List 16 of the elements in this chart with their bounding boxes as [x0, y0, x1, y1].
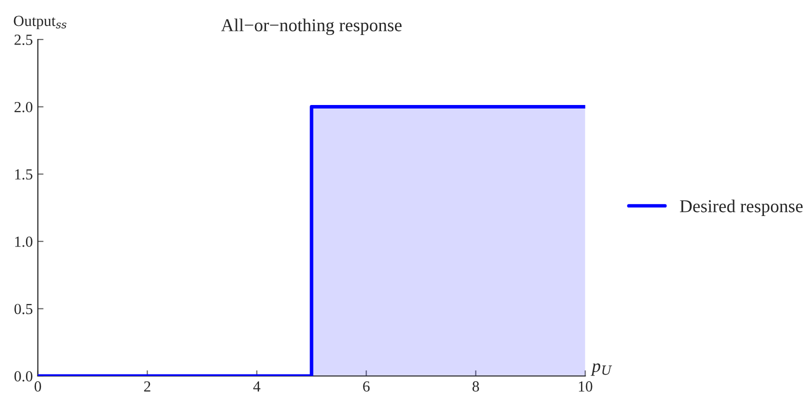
y-tick-label: 0.5: [14, 304, 32, 314]
x-axis-title: p$_{U}$: [590, 363, 612, 376]
x-tick-label: 10: [578, 381, 592, 392]
x-tick-label: 8: [472, 381, 479, 392]
legend-label: Desired response: [680, 200, 803, 216]
y-tick-label: 1.0: [15, 236, 32, 247]
y-tick-label: 1.5: [15, 169, 32, 180]
x-tick-label: 4: [253, 381, 260, 392]
y-tick-label: 0.0: [14, 371, 32, 382]
x-tick-label: 2: [144, 381, 150, 392]
y-tick-label: 2.5: [14, 34, 32, 46]
y-tick-label: 2.0: [14, 102, 32, 112]
chart-title: All−or−nothing response: [221, 18, 402, 36]
y-axis-title: Output$_{ss}$: [14, 16, 66, 30]
x-tick-label: 6: [363, 381, 370, 392]
x-tick-label: 0: [34, 381, 42, 392]
